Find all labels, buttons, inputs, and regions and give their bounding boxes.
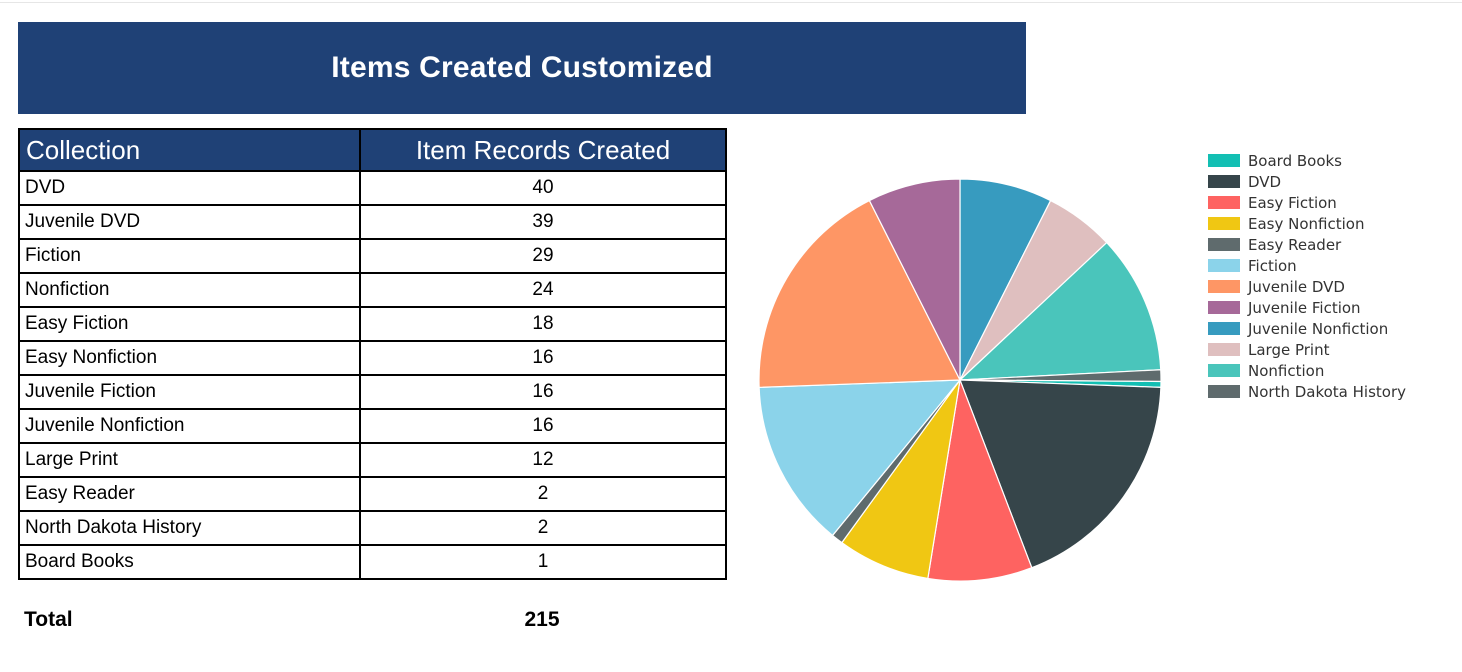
cell-collection: Easy Reader <box>18 476 361 512</box>
table-row: Large Print 12 <box>18 442 727 478</box>
legend-item: Easy Nonfiction <box>1208 213 1448 234</box>
legend-item: Nonfiction <box>1208 360 1448 381</box>
legend-label: Board Books <box>1248 151 1342 170</box>
table-row: Fiction 29 <box>18 238 727 274</box>
table-row: Board Books 1 <box>18 544 727 580</box>
legend-swatch <box>1208 385 1240 398</box>
cell-collection: Large Print <box>18 442 361 478</box>
legend-label: Nonfiction <box>1248 361 1325 380</box>
pie-slice-juvenile-fiction <box>868 178 961 381</box>
legend-label: Easy Reader <box>1248 235 1342 254</box>
legend-swatch <box>1208 154 1240 167</box>
cell-collection: Nonfiction <box>18 272 361 308</box>
total-label: Total <box>24 608 73 631</box>
cell-collection: Juvenile Nonfiction <box>18 408 361 444</box>
legend-swatch <box>1208 238 1240 251</box>
table-row: Juvenile DVD 39 <box>18 204 727 240</box>
page-title: Items Created Customized <box>331 51 713 84</box>
cell-item-count: 18 <box>359 306 727 342</box>
cell-item-count: 2 <box>359 476 727 512</box>
pie-slice-easy-fiction <box>927 377 1033 582</box>
table-body: DVD 40 Juvenile DVD 39 Fiction 29 Nonfiction 24… <box>18 170 727 580</box>
legend-item: Easy Fiction <box>1208 192 1448 213</box>
legend-item: DVD <box>1208 171 1448 192</box>
legend-swatch <box>1208 364 1240 377</box>
legend-item: North Dakota History <box>1208 381 1448 402</box>
cell-item-count: 24 <box>359 272 727 308</box>
legend-swatch <box>1208 301 1240 314</box>
title-banner: Items Created Customized <box>18 22 1026 114</box>
chart-legend: Board Books DVD Easy Fiction Easy Nonfictio… <box>1208 150 1448 402</box>
total-row: Total 215 <box>24 608 724 638</box>
legend-label: Large Print <box>1248 340 1330 359</box>
legend-item: Juvenile Fiction <box>1208 297 1448 318</box>
legend-swatch <box>1208 322 1240 335</box>
collection-table: Collection Item Records Created DVD 40 Juv… <box>18 128 727 580</box>
legend-swatch <box>1208 175 1240 188</box>
legend-item: Fiction <box>1208 255 1448 276</box>
legend-label: North Dakota History <box>1248 382 1406 401</box>
cell-item-count: 40 <box>359 170 727 206</box>
legend-swatch <box>1208 259 1240 272</box>
cell-item-count: 1 <box>359 544 727 580</box>
table-row: Juvenile Nonfiction 16 <box>18 408 727 444</box>
cell-collection: Board Books <box>18 544 361 580</box>
legend-label: Juvenile Nonfiction <box>1248 319 1389 338</box>
pie-slice-nonfiction <box>958 241 1162 381</box>
cell-collection: Easy Nonfiction <box>18 340 361 376</box>
legend-swatch <box>1208 196 1240 209</box>
legend-swatch <box>1208 217 1240 230</box>
cell-item-count: 16 <box>359 408 727 444</box>
table-row: Nonfiction 24 <box>18 272 727 308</box>
legend-item: Large Print <box>1208 339 1448 360</box>
cell-item-count: 16 <box>359 340 727 376</box>
cell-collection: Juvenile Fiction <box>18 374 361 410</box>
legend-label: Easy Fiction <box>1248 193 1337 212</box>
legend-item: Juvenile DVD <box>1208 276 1448 297</box>
pie-slice-juvenile-dvd <box>758 199 961 388</box>
table-row: Easy Reader 2 <box>18 476 727 512</box>
pie-slice-fiction <box>758 379 962 537</box>
cell-item-count: 2 <box>359 510 727 546</box>
cell-item-count: 39 <box>359 204 727 240</box>
header-collection: Collection <box>18 128 361 172</box>
legend-label: Juvenile DVD <box>1248 277 1345 296</box>
legend-label: Juvenile Fiction <box>1248 298 1361 317</box>
legend-label: DVD <box>1248 172 1282 191</box>
legend-item: Juvenile Nonfiction <box>1208 318 1448 339</box>
table-row: Juvenile Fiction 16 <box>18 374 727 410</box>
legend-label: Fiction <box>1248 256 1297 275</box>
legend-swatch <box>1208 280 1240 293</box>
table-row: North Dakota History 2 <box>18 510 727 546</box>
sheet-gridline <box>0 0 1462 3</box>
cell-item-count: 12 <box>359 442 727 478</box>
pie-slice-dvd <box>959 379 1162 569</box>
total-value: 215 <box>524 608 560 631</box>
pie-chart <box>758 178 1162 582</box>
legend-swatch <box>1208 343 1240 356</box>
legend-label: Easy Nonfiction <box>1248 214 1365 233</box>
cell-collection: Juvenile DVD <box>18 204 361 240</box>
cell-item-count: 16 <box>359 374 727 410</box>
cell-collection: DVD <box>18 170 361 206</box>
legend-item: Easy Reader <box>1208 234 1448 255</box>
cell-collection: North Dakota History <box>18 510 361 546</box>
cell-collection: Easy Fiction <box>18 306 361 342</box>
table-row: DVD 40 <box>18 170 727 206</box>
table-row: Easy Fiction 18 <box>18 306 727 342</box>
table-header-row: Collection Item Records Created <box>18 128 727 172</box>
cell-item-count: 29 <box>359 238 727 274</box>
header-item-records-created: Item Records Created <box>359 128 727 172</box>
table-row: Easy Nonfiction 16 <box>18 340 727 376</box>
legend-item: Board Books <box>1208 150 1448 171</box>
cell-collection: Fiction <box>18 238 361 274</box>
